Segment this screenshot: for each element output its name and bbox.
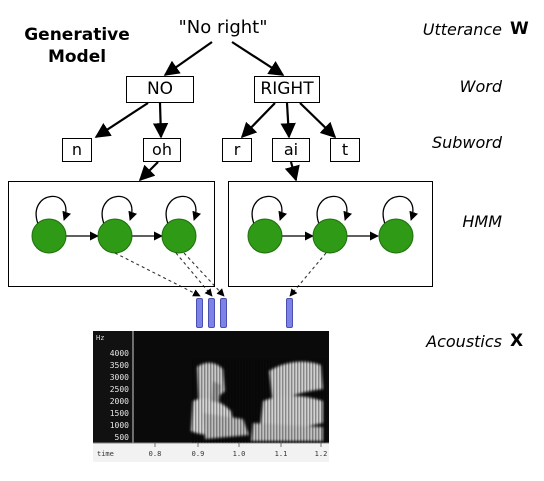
hmm-state bbox=[247, 218, 283, 254]
model-title: Generative Model bbox=[24, 25, 130, 67]
level-label-utterance: Utterance bbox=[422, 20, 502, 39]
level-label-hmm: HMM bbox=[462, 212, 502, 231]
self-loop bbox=[251, 195, 288, 225]
hmm-state bbox=[161, 218, 197, 254]
acoustic-frame bbox=[220, 298, 227, 328]
edge-utterance-right bbox=[231, 41, 285, 76]
x-tick-label: 0.9 bbox=[192, 450, 205, 458]
time-axis-label: time bbox=[97, 450, 114, 458]
edge-no-oh bbox=[152, 102, 169, 139]
word-box-right: RIGHT bbox=[254, 76, 320, 103]
x-tick-label: 1.1 bbox=[275, 450, 288, 458]
subword-box-r: r bbox=[222, 138, 252, 162]
word-box-no: NO bbox=[126, 76, 194, 103]
acoustic-frame bbox=[286, 298, 293, 328]
emission-arrow bbox=[183, 252, 225, 297]
y-tick-label: 3500 bbox=[110, 361, 129, 370]
y-tick-label: 4000 bbox=[110, 349, 129, 358]
subword-box-oh: oh bbox=[143, 138, 181, 162]
self-loop bbox=[382, 195, 419, 225]
x-tick-labels: 0.8 0.9 1.0 1.1 1.2 bbox=[149, 450, 328, 458]
y-tick-label: 500 bbox=[115, 433, 130, 442]
y-tick-labels: 4000 3500 3000 2500 2000 1500 1000 500 bbox=[110, 349, 129, 442]
hmm-state bbox=[31, 218, 67, 254]
x-tick-label: 1.0 bbox=[233, 450, 246, 458]
symbol-w: W bbox=[510, 19, 529, 39]
acoustic-frame bbox=[196, 298, 203, 328]
hmm-no bbox=[31, 195, 202, 254]
subword-box-ai: ai bbox=[272, 138, 310, 162]
x-tick-label: 0.8 bbox=[149, 450, 162, 458]
edge-right-t bbox=[299, 102, 337, 139]
self-loop bbox=[316, 195, 353, 225]
self-loop bbox=[35, 195, 72, 225]
utterance-text: "No right" bbox=[178, 17, 268, 38]
edge-ai-hmm bbox=[284, 161, 300, 182]
hmm-state bbox=[378, 218, 414, 254]
hmm-frame-right bbox=[228, 181, 433, 287]
edge-oh-hmm bbox=[138, 161, 159, 182]
self-loop bbox=[101, 195, 138, 225]
spectrogram-unit: Hz bbox=[96, 334, 104, 342]
y-tick-label: 2000 bbox=[110, 397, 129, 406]
y-tick-label: 1000 bbox=[110, 421, 129, 430]
edge-utterance-no bbox=[163, 41, 213, 76]
x-tick-label: 1.2 bbox=[315, 450, 328, 458]
spectrogram: Hz 4000 3500 3000 2500 2000 1500 1000 50… bbox=[93, 331, 329, 462]
y-tick-label: 3000 bbox=[110, 373, 129, 382]
hmm-frame-no bbox=[8, 181, 215, 287]
acoustic-frame bbox=[208, 298, 215, 328]
symbol-x: X bbox=[510, 331, 524, 351]
edge-right-ai bbox=[280, 102, 296, 139]
hmm-state bbox=[312, 218, 348, 254]
level-label-word: Word bbox=[459, 77, 502, 96]
level-label-acoustics: Acoustics bbox=[426, 332, 502, 351]
y-tick-label: 2500 bbox=[110, 385, 129, 394]
hmm-right bbox=[247, 195, 419, 254]
y-tick-label: 1500 bbox=[110, 409, 129, 418]
edge-right-r bbox=[240, 102, 276, 139]
subword-box-t: t bbox=[330, 138, 360, 162]
subword-box-n: n bbox=[62, 138, 92, 162]
self-loop bbox=[165, 195, 202, 225]
level-label-subword: Subword bbox=[431, 133, 502, 152]
edge-no-n bbox=[94, 102, 149, 138]
emission-arrow bbox=[114, 252, 201, 297]
